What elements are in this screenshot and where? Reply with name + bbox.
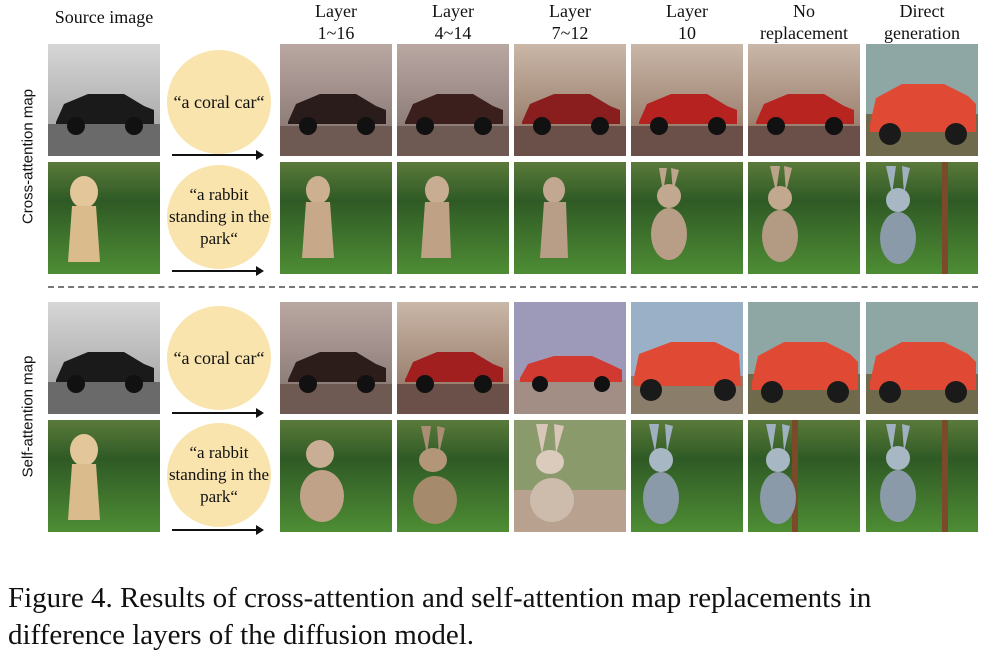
result-image — [280, 420, 392, 532]
result-image — [631, 420, 743, 532]
result-image — [280, 302, 392, 414]
source-image-car — [48, 44, 160, 156]
result-image — [280, 162, 392, 274]
header-direct-generation: Direct generation — [884, 1, 960, 43]
source-image-car — [48, 302, 160, 414]
arrow — [172, 266, 264, 276]
result-image — [397, 162, 509, 274]
section-label-self-attention: Self-attention map — [19, 355, 37, 478]
result-image — [514, 162, 626, 274]
result-image — [631, 162, 743, 274]
prompt-bubble-car: “a coral car“ — [167, 50, 271, 154]
result-image — [866, 302, 978, 414]
result-image — [866, 420, 978, 532]
result-image — [631, 302, 743, 414]
header-source-image: Source image — [54, 7, 154, 27]
result-image — [866, 44, 978, 156]
result-image — [397, 302, 509, 414]
prompt-bubble-rabbit: “a rabbit standing in the park“ — [167, 165, 271, 269]
result-image — [748, 302, 860, 414]
figure-caption: Figure 4. Results of cross-attention and… — [8, 582, 872, 651]
result-image — [514, 420, 626, 532]
section-label-cross-attention: Cross-attention map — [19, 88, 37, 225]
prompt-bubble-car: “a coral car“ — [167, 306, 271, 410]
arrow — [172, 408, 264, 418]
header-layer-10: Layer 10 — [666, 1, 708, 43]
result-image — [514, 302, 626, 414]
header-layer-4-14: Layer 4~14 — [432, 1, 474, 43]
result-image — [280, 44, 392, 156]
result-image — [514, 44, 626, 156]
result-image — [631, 44, 743, 156]
header-no-replacement: No replacement — [760, 1, 848, 43]
section-divider — [48, 286, 978, 288]
prompt-bubble-rabbit: “a rabbit standing in the park“ — [167, 423, 271, 527]
arrow — [172, 525, 264, 535]
result-image — [748, 420, 860, 532]
source-image-dog — [48, 162, 160, 274]
result-image — [748, 162, 860, 274]
result-image — [748, 44, 860, 156]
header-layer-1-16: Layer 1~16 — [315, 1, 357, 43]
result-image — [866, 162, 978, 274]
result-image — [397, 44, 509, 156]
source-image-dog — [48, 420, 160, 532]
arrow — [172, 150, 264, 160]
header-layer-7-12: Layer 7~12 — [549, 1, 591, 43]
result-image — [397, 420, 509, 532]
